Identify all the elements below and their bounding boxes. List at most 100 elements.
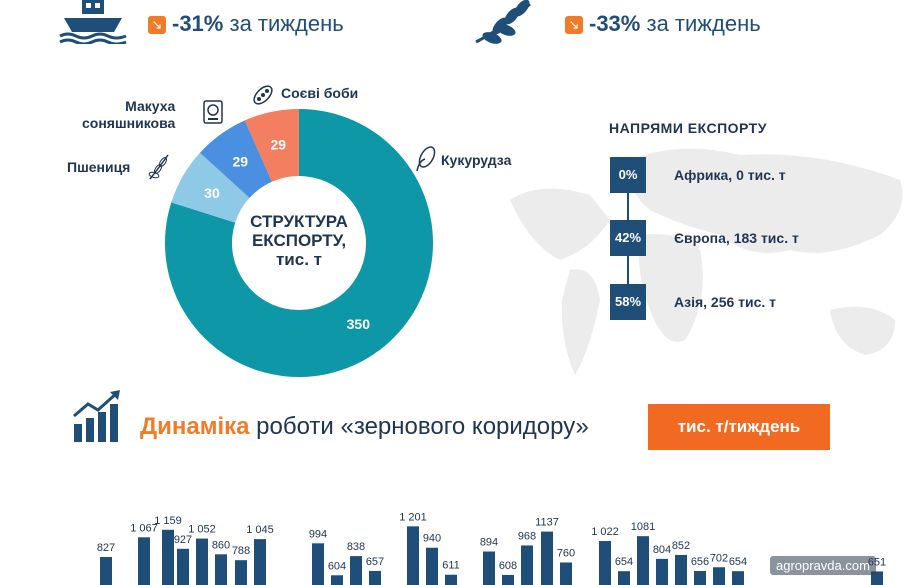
direction-europe-pct: 42% bbox=[610, 220, 646, 256]
direction-europe-label: Європа, 183 тис. т bbox=[674, 230, 799, 246]
center-line-3: тис. т bbox=[275, 250, 322, 269]
bar-value-label: 827 bbox=[97, 542, 115, 554]
bar bbox=[694, 571, 706, 585]
wheat-icon bbox=[470, 0, 550, 50]
bar bbox=[521, 545, 533, 585]
bar-value-label: 1 045 bbox=[246, 524, 274, 536]
grain-stat-text: за тиждень bbox=[646, 11, 761, 36]
direction-asia-pct: 58% bbox=[610, 284, 646, 320]
bar bbox=[656, 558, 668, 585]
bar bbox=[235, 560, 247, 585]
donut-slice bbox=[165, 109, 433, 377]
bar bbox=[426, 547, 438, 585]
bar bbox=[599, 541, 611, 585]
label-corn: Кукурудза bbox=[441, 152, 512, 168]
ship-stat-text: за тиждень bbox=[229, 11, 344, 36]
bar bbox=[138, 537, 150, 585]
ship-stat: ↘ -31% за тиждень bbox=[148, 11, 344, 37]
unit-label: тис. т/тиждень bbox=[648, 404, 830, 450]
bar bbox=[312, 543, 324, 585]
corn-icon bbox=[413, 145, 439, 178]
bar bbox=[369, 570, 381, 585]
bar-value-label: 760 bbox=[557, 547, 575, 559]
bar bbox=[215, 554, 227, 585]
bar-value-label: 657 bbox=[366, 556, 384, 568]
bar-value-label: 608 bbox=[499, 560, 517, 572]
dynamics-title-bold: Динаміка bbox=[140, 413, 250, 440]
bar bbox=[445, 574, 457, 585]
bar-value-label: 1 067 bbox=[130, 522, 158, 534]
bar bbox=[618, 571, 630, 585]
ship-stat-value: -31% bbox=[172, 11, 224, 36]
growth-chart-icon bbox=[72, 390, 126, 449]
bar-value-label: 702 bbox=[710, 552, 728, 564]
bar-value-label: 940 bbox=[423, 533, 441, 545]
bar-value-label: 1 201 bbox=[399, 511, 427, 523]
arrow-down-icon: ↘ bbox=[148, 16, 166, 34]
bar-value-label: 1 159 bbox=[154, 515, 182, 527]
bar-value-label: 860 bbox=[212, 539, 230, 551]
directions-title: НАПРЯМИ ЕКСПОРТУ bbox=[609, 120, 767, 136]
direction-asia-label: Азія, 256 тис. т bbox=[674, 294, 777, 310]
bar bbox=[541, 531, 553, 585]
direction-africa-label: Африка, 0 тис. т bbox=[674, 167, 786, 183]
bar bbox=[254, 539, 266, 585]
bar-value-label: 927 bbox=[174, 534, 192, 546]
bar bbox=[732, 571, 744, 585]
bar-value-label: 1081 bbox=[631, 521, 655, 533]
donut-value-label: 29 bbox=[232, 153, 248, 169]
label-sunmeal: Макуха соняшникова bbox=[82, 98, 175, 132]
world-map-background bbox=[510, 148, 903, 375]
bar-value-label: 1 052 bbox=[188, 524, 216, 536]
bar-value-label: 852 bbox=[672, 540, 690, 552]
bar bbox=[196, 538, 208, 585]
label-sunmeal-line2: соняшникова bbox=[82, 115, 176, 131]
donut-slice bbox=[171, 152, 250, 223]
donut-value-label: 29 bbox=[270, 137, 286, 153]
center-line-2: ЕКСПОРТУ, bbox=[251, 231, 347, 250]
donut-value-label: 30 bbox=[204, 185, 220, 201]
watermark: agropravda.com bbox=[770, 556, 876, 575]
bar-value-label: 894 bbox=[480, 537, 498, 549]
grain-stat-value: -33% bbox=[589, 11, 641, 36]
bar-value-label: 804 bbox=[653, 544, 671, 556]
bar bbox=[675, 554, 687, 585]
bar bbox=[407, 526, 419, 585]
bar-value-label: 656 bbox=[691, 556, 709, 568]
bar-value-label: 604 bbox=[328, 560, 346, 572]
arrow-down-icon: ↘ bbox=[565, 16, 583, 34]
center-line-1: СТРУКТУРА bbox=[250, 212, 348, 231]
bar bbox=[331, 575, 343, 585]
grain-stat: ↘ -33% за тиждень bbox=[565, 11, 761, 37]
bar-value-label: 654 bbox=[615, 556, 633, 568]
dynamics-title: Динаміка роботи «зернового коридору» bbox=[140, 413, 589, 441]
label-wheat: Пшениця bbox=[67, 159, 131, 175]
bar bbox=[713, 567, 725, 585]
bar bbox=[100, 557, 112, 585]
donut-slice bbox=[199, 120, 272, 198]
soy-icon bbox=[250, 82, 276, 113]
bar bbox=[177, 548, 189, 585]
bar-value-label: 1137 bbox=[535, 517, 559, 529]
bar-value-label: 968 bbox=[518, 530, 536, 542]
label-soy: Соєві боби bbox=[281, 85, 359, 101]
donut-value-label: 350 bbox=[347, 316, 371, 332]
bar-value-label: 1 022 bbox=[591, 526, 619, 538]
ship-icon bbox=[58, 0, 128, 49]
bar-value-label: 994 bbox=[309, 528, 327, 540]
donut-slice bbox=[244, 109, 299, 182]
bar bbox=[502, 574, 514, 585]
bar bbox=[637, 536, 649, 585]
label-sunmeal-line1: Макуха bbox=[125, 98, 176, 114]
bar bbox=[162, 529, 174, 585]
donut-center-title: СТРУКТУРА ЕКСПОРТУ, тис. т bbox=[229, 212, 369, 269]
bar bbox=[560, 562, 572, 585]
bar bbox=[483, 551, 495, 585]
bar-value-label: 788 bbox=[232, 545, 250, 557]
bar bbox=[350, 556, 362, 585]
bar-value-label: 611 bbox=[442, 560, 460, 572]
bar-value-label: 838 bbox=[347, 541, 365, 553]
bar-value-label: 654 bbox=[729, 556, 747, 568]
dynamics-title-rest: роботи «зернового коридору» bbox=[249, 413, 589, 440]
